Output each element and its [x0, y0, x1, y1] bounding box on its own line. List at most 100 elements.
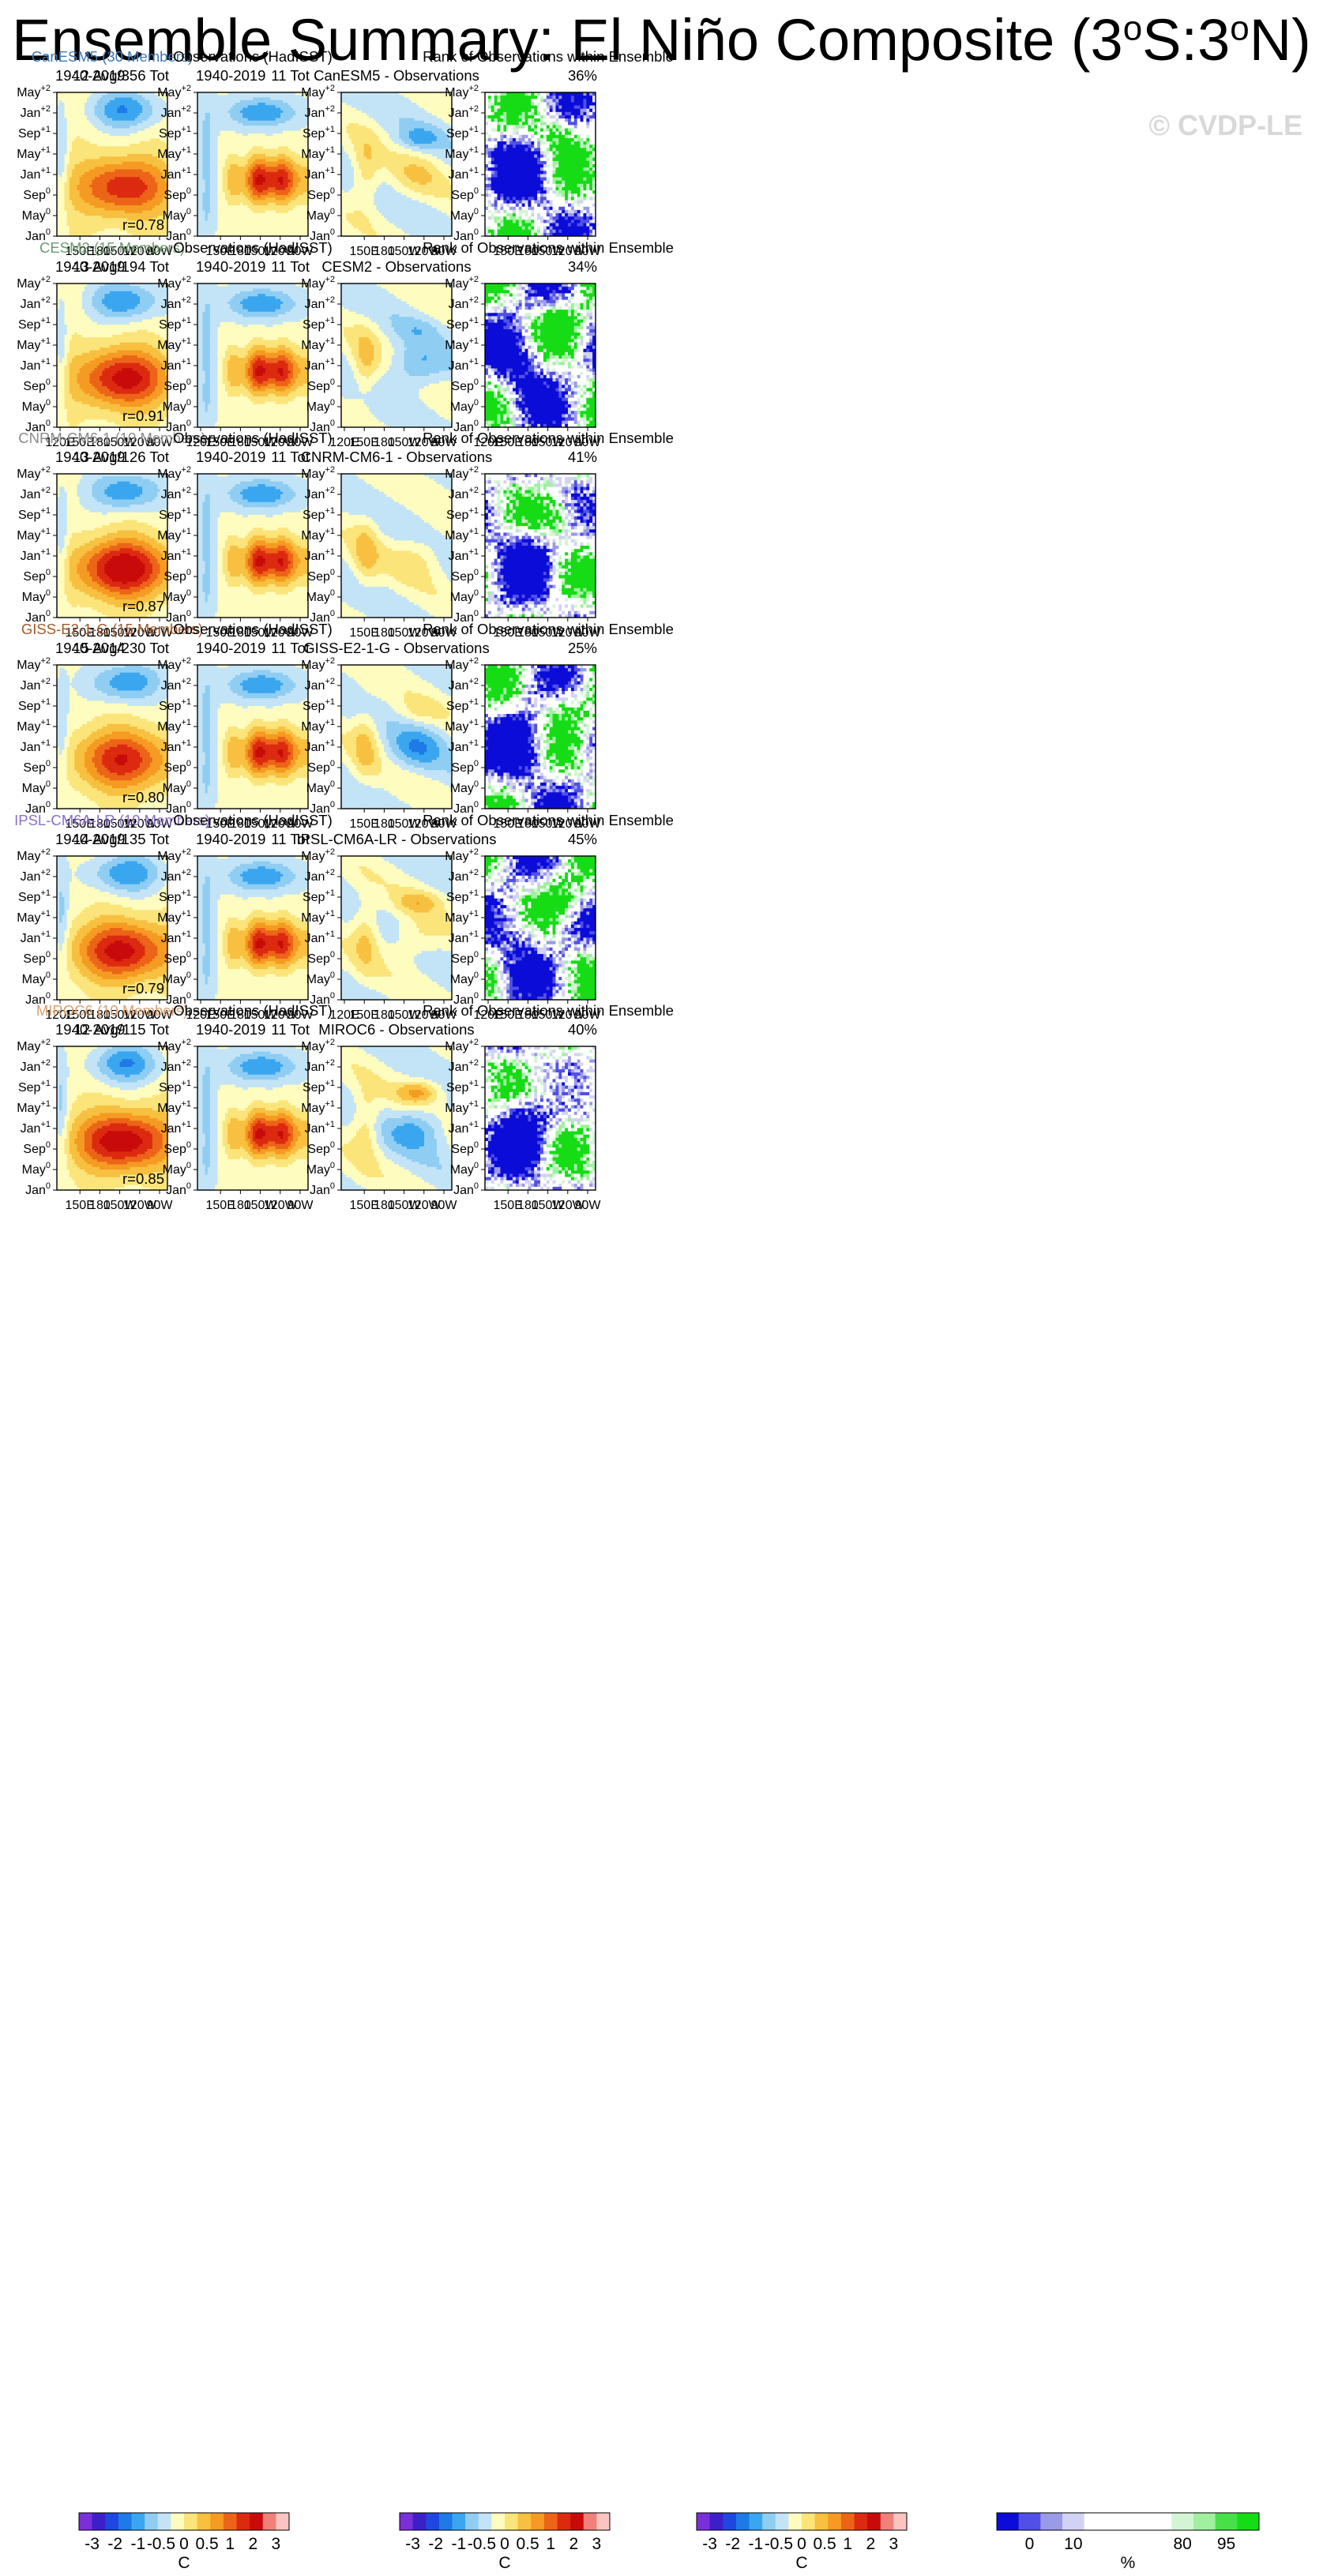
count-label: 12 Avg/356 Tot: [73, 67, 169, 84]
colorbar-box: [788, 2513, 802, 2530]
colorbar-box: [697, 2513, 710, 2530]
y-tick-label: May0: [306, 207, 335, 223]
colorbar-box: [710, 2513, 724, 2530]
y-tick-label: May+1: [17, 145, 51, 161]
y-tick-label: Sep+1: [303, 316, 335, 332]
colorbar-box: [276, 2513, 289, 2530]
obs-count: 11 Tot: [271, 258, 310, 275]
y-tick-label: May+1: [301, 718, 335, 734]
y-tick-label: May+2: [17, 84, 51, 100]
colorbar-box: [263, 2513, 276, 2530]
model-name: CanESM5 (30 Members): [32, 48, 194, 65]
y-tick-label: Sep0: [163, 759, 191, 775]
colorbar-label: -0.5: [468, 2535, 496, 2553]
colorbar-box: [465, 2513, 479, 2530]
y-tick-label: May+1: [445, 1099, 479, 1115]
y-tick-label: Jan+1: [305, 738, 335, 754]
difference-title: IPSL-CM6A-LR - Observations: [297, 831, 497, 847]
y-tick-label: Sep+1: [446, 697, 479, 713]
colorbar-box: [479, 2513, 492, 2530]
y-tick-label: May0: [22, 1161, 51, 1177]
correlation-label: r=0.87: [122, 598, 164, 614]
y-tick-label: Jan+1: [21, 166, 51, 182]
y-tick-label: Jan+2: [21, 868, 51, 884]
colorbar-box: [1216, 2513, 1238, 2530]
colorbar-box: [1128, 2513, 1150, 2530]
colorbar-box: [400, 2513, 413, 2530]
colorbar-box: [802, 2513, 815, 2530]
colorbar-unit: C: [795, 2554, 807, 2572]
y-tick-label: Sep+1: [18, 506, 51, 522]
y-tick-label: Sep+1: [303, 697, 335, 713]
y-tick-label: Sep0: [23, 950, 51, 966]
colorbar-label: -3: [405, 2535, 420, 2553]
y-tick-label: Jan+2: [161, 1058, 191, 1074]
count-label: 14 Avg/135 Tot: [73, 831, 169, 847]
y-tick-label: Jan+2: [449, 295, 479, 311]
correlation-label: r=0.85: [122, 1170, 164, 1187]
y-tick-label: May+1: [157, 909, 191, 925]
colorbar-label: 1: [546, 2535, 555, 2553]
y-tick-label: May+1: [17, 909, 51, 925]
obs-period: 1940-2019: [196, 1021, 265, 1038]
colorbar-box: [596, 2513, 610, 2530]
y-tick-label: Sep+1: [446, 506, 479, 522]
y-tick-label: Jan+1: [449, 547, 479, 563]
obs-period: 1940-2019: [196, 831, 265, 847]
colorbar-diff: -3 -2 -1 -0.5 0 0.5 1 2 3C: [697, 2513, 908, 2572]
y-tick-label: Sep+1: [18, 125, 51, 141]
colorbar-rank: 0 10 80 95%: [997, 2513, 1260, 2572]
rank-title: Rank of Observations within Ensemble: [423, 812, 674, 828]
model-name: MIROC6 (10 Members): [36, 1002, 188, 1019]
colorbar-box: [250, 2513, 263, 2530]
rank-percent: 45%: [568, 831, 597, 847]
colorbar-obs: -3 -2 -1 -0.5 0 0.5 1 2 3C: [400, 2513, 611, 2572]
colorbar-box: [158, 2513, 171, 2530]
y-tick-label: May0: [450, 1161, 479, 1177]
y-tick-label: Jan0: [25, 1181, 51, 1197]
colorbar-box: [1040, 2513, 1062, 2530]
y-tick-label: May0: [163, 398, 191, 414]
y-tick-label: May+2: [17, 275, 51, 291]
y-tick-label: Jan+2: [449, 677, 479, 693]
y-tick-label: May0: [22, 398, 51, 414]
y-tick-label: Sep0: [163, 950, 191, 966]
y-tick-label: Sep0: [451, 1140, 479, 1156]
colorbar-box: [881, 2513, 894, 2530]
count-label: 15 Avg/230 Tot: [73, 640, 169, 656]
y-tick-label: May+1: [301, 145, 335, 161]
y-tick-label: Jan0: [310, 1181, 335, 1197]
y-tick-label: May0: [163, 588, 191, 604]
colorbar-box: [145, 2513, 158, 2530]
y-tick-label: Sep0: [307, 377, 335, 393]
y-tick-label: Sep0: [307, 759, 335, 775]
colorbar-box: [92, 2513, 106, 2530]
y-tick-label: Sep0: [163, 186, 191, 202]
y-tick-label: Jan+1: [161, 1120, 191, 1136]
colorbar-label: 95: [1217, 2535, 1235, 2553]
y-tick-label: Sep0: [451, 186, 479, 202]
colorbar-box: [1084, 2513, 1107, 2530]
y-tick-label: May+1: [157, 145, 191, 161]
y-tick-label: May+2: [17, 465, 51, 481]
obs-title: Observations (HadISST): [173, 239, 333, 256]
y-tick-label: May0: [22, 971, 51, 986]
y-tick-label: Jan+1: [449, 738, 479, 754]
colorbar-box: [184, 2513, 197, 2530]
y-tick-label: May+2: [17, 847, 51, 863]
correlation-label: r=0.91: [122, 407, 164, 424]
colorbar-box: [736, 2513, 750, 2530]
y-tick-label: Jan+1: [161, 738, 191, 754]
rank-percent: 25%: [568, 640, 597, 656]
y-tick-label: Jan+1: [305, 547, 335, 563]
colorbar-box: [828, 2513, 841, 2530]
y-tick-label: Sep+1: [18, 697, 51, 713]
colorbar-label: -1: [451, 2535, 466, 2553]
difference-title: CESM2 - Observations: [321, 258, 471, 275]
y-tick-label: May0: [22, 779, 51, 795]
model-name: CESM2 (15 Members): [39, 239, 185, 256]
y-tick-label: Jan+1: [161, 929, 191, 945]
